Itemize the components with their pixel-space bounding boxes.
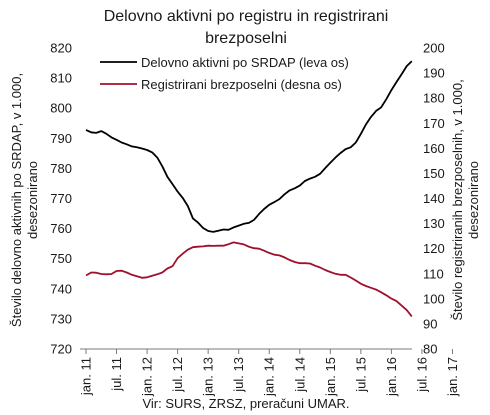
legend: Delovno aktivni po SRDAP (leva os) Regis… bbox=[100, 55, 349, 92]
y-left-tick-label: 720 bbox=[50, 342, 72, 357]
y-axis-right-label-line1: Število registriranih brezposelnih, v 1.… bbox=[450, 79, 465, 320]
y-axis-left-ticks: 720 730 740 750 760 770 780 790 800 810 820 bbox=[50, 41, 72, 357]
legend-label-delovno-aktivni: Delovno aktivni po SRDAP (leva os) bbox=[141, 55, 349, 70]
x-tick-label: jul. 15 bbox=[353, 357, 368, 393]
y-right-tick-label: 200 bbox=[423, 41, 445, 56]
y-right-tick-label: 130 bbox=[423, 216, 445, 231]
x-tick-label: jan. 11 bbox=[79, 357, 94, 396]
x-tick-label: jul. 13 bbox=[231, 357, 246, 393]
y-right-tick-label: 80 bbox=[423, 342, 437, 357]
y-axis-left-label-line2: desezonirano bbox=[25, 161, 40, 239]
y-right-tick-label: 90 bbox=[423, 316, 437, 331]
y-left-tick-label: 780 bbox=[50, 161, 72, 176]
y-left-tick-label: 750 bbox=[50, 251, 72, 266]
y-left-tick-label: 770 bbox=[50, 191, 72, 206]
series-delovno-aktivni-line bbox=[85, 60, 413, 233]
x-tick-label: jul. 12 bbox=[170, 357, 185, 393]
chart-title-line2: brezposelni bbox=[205, 30, 287, 47]
y-right-tick-label: 110 bbox=[423, 266, 444, 281]
y-right-tick-label: 170 bbox=[423, 116, 445, 131]
x-tick-label: jan. 12 bbox=[140, 357, 155, 397]
y-left-tick-label: 800 bbox=[50, 101, 72, 116]
y-left-tick-label: 810 bbox=[50, 71, 72, 86]
x-tick-label: jan. 14 bbox=[262, 357, 277, 397]
y-axis-left-label-line1: Število delovno aktivnih po SRDAP, v 1.0… bbox=[9, 73, 24, 327]
y-left-tick-label: 740 bbox=[50, 281, 72, 296]
y-right-tick-label: 140 bbox=[423, 191, 445, 206]
y-left-tick-label: 790 bbox=[50, 131, 72, 146]
y-right-tick-label: 160 bbox=[423, 141, 445, 156]
y-left-tick-label: 820 bbox=[50, 41, 72, 56]
y-right-tick-label: 190 bbox=[423, 66, 445, 81]
x-tick-label: jul. 16 bbox=[414, 357, 429, 393]
series-registrirani-brezposelni-line bbox=[85, 241, 413, 317]
y-axis-right-label-line2: desezonirano bbox=[466, 161, 481, 239]
y-right-tick-label: 100 bbox=[423, 291, 445, 306]
y-axis-right-ticks: 80 90 100 110 120 130 140 150 160 170 180 190 200 bbox=[423, 41, 445, 357]
legend-label-registrirani-brezposelni: Registrirani brezposelni (desna os) bbox=[141, 77, 342, 92]
y-right-tick-label: 150 bbox=[423, 166, 445, 181]
x-tick-label: jan. 17 bbox=[445, 357, 460, 397]
x-tick-label: jan. 16 bbox=[384, 357, 399, 397]
y-left-tick-label: 730 bbox=[50, 311, 72, 326]
x-tick-label: jul. 11 bbox=[109, 357, 124, 392]
x-tick-label: jan. 13 bbox=[201, 357, 216, 397]
y-right-tick-label: 180 bbox=[423, 91, 445, 106]
chart-source-note: Vir: SURS, ZRSZ, preračuni UMAR. bbox=[142, 396, 349, 411]
y-left-tick-label: 760 bbox=[50, 221, 72, 236]
chart-title-line1: Delovno aktivni po registru in registrir… bbox=[104, 8, 389, 25]
x-axis-ticks: jan. 11 jul. 11 jan. 12 jul. 12 jan. 13 jul. … bbox=[79, 349, 460, 397]
x-tick-label: jul. 14 bbox=[292, 357, 307, 393]
x-tick-label: jan. 15 bbox=[323, 357, 338, 397]
y-right-tick-label: 120 bbox=[423, 241, 445, 256]
